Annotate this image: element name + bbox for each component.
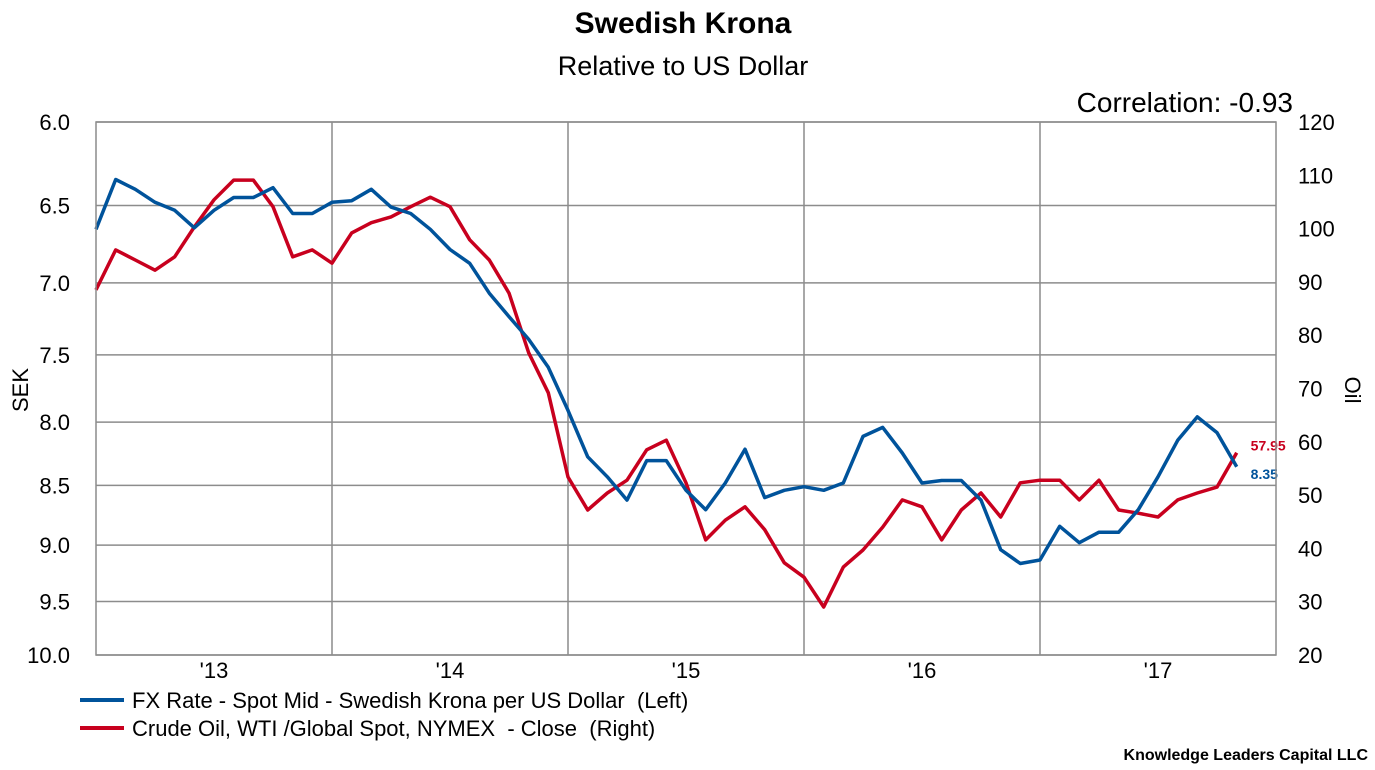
right-tick-label: 70 bbox=[1298, 377, 1322, 402]
left-tick-label: 9.0 bbox=[39, 533, 70, 558]
plot-frame bbox=[95, 121, 1277, 656]
legend: FX Rate - Spot Mid - Swedish Krona per U… bbox=[80, 688, 688, 741]
gridlines bbox=[96, 121, 1276, 656]
right-tick-label: 40 bbox=[1298, 536, 1322, 561]
x-tick-label: '14 bbox=[436, 658, 465, 683]
left-axis-label: SEK bbox=[8, 368, 33, 412]
oil-last-value-label: 57.95 bbox=[1251, 438, 1286, 454]
left-tick-label: 6.5 bbox=[39, 194, 70, 219]
footer-credit: Knowledge Leaders Capital LLC bbox=[1124, 747, 1369, 764]
left-tick-label: 9.5 bbox=[39, 589, 70, 614]
x-tick-label: '17 bbox=[1144, 658, 1173, 683]
right-tick-label: 20 bbox=[1298, 643, 1322, 668]
left-tick-label: 6.0 bbox=[39, 110, 70, 135]
legend-label-oil: Crude Oil, WTI /Global Spot, NYMEX - Clo… bbox=[132, 716, 655, 741]
right-tick-label: 60 bbox=[1298, 430, 1322, 455]
right-tick-label: 80 bbox=[1298, 323, 1322, 348]
left-tick-label: 7.5 bbox=[39, 343, 70, 368]
sek-last-value-label: 8.35 bbox=[1251, 466, 1278, 482]
left-tick-label: 8.5 bbox=[39, 473, 70, 498]
left-tick-label: 7.0 bbox=[39, 271, 70, 296]
chart-title: Swedish Krona bbox=[575, 7, 792, 40]
x-tick-label: '16 bbox=[908, 658, 937, 683]
right-tick-label: 30 bbox=[1298, 590, 1322, 615]
correlation-annotation: Correlation: -0.93 bbox=[1077, 87, 1293, 118]
right-tick-label: 90 bbox=[1298, 270, 1322, 295]
right-tick-label: 110 bbox=[1298, 163, 1333, 188]
right-tick-label: 120 bbox=[1298, 110, 1335, 135]
legend-label-sek: FX Rate - Spot Mid - Swedish Krona per U… bbox=[132, 688, 688, 713]
right-tick-label: 50 bbox=[1298, 483, 1322, 508]
x-tick-label: '13 bbox=[200, 658, 229, 683]
sek-line bbox=[94, 177, 1239, 566]
chart-subtitle: Relative to US Dollar bbox=[558, 51, 809, 81]
left-tick-label: 8.0 bbox=[39, 410, 70, 435]
x-tick-label: '15 bbox=[672, 658, 701, 683]
right-tick-label: 100 bbox=[1298, 217, 1335, 242]
series-lines: 57.95 8.35 bbox=[94, 177, 1286, 609]
oil-line bbox=[94, 178, 1239, 609]
axes: 6.0 6.5 7.0 7.5 8.0 8.5 9.0 9.5 10.0 120 110 100 90 8… bbox=[27, 110, 1335, 683]
right-axis-label: Oil bbox=[1340, 377, 1365, 404]
left-tick-label: 10.0 bbox=[27, 643, 70, 668]
